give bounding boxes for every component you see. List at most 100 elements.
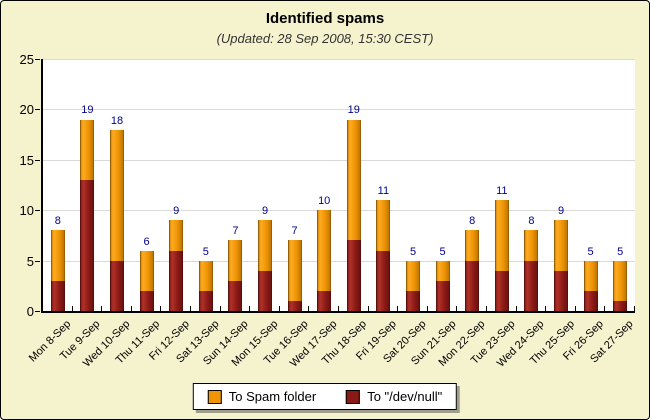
bar-segment-spam-folder bbox=[613, 260, 628, 301]
bar-segment-spam-folder bbox=[583, 260, 598, 291]
bar-segment-spam-folder bbox=[169, 220, 184, 251]
bar-segment-spam-folder bbox=[346, 119, 361, 241]
bar-group bbox=[376, 200, 391, 311]
bar-segment-spam-folder bbox=[554, 220, 568, 271]
bar-segment-devnull bbox=[50, 280, 65, 311]
x-tick bbox=[249, 306, 250, 311]
legend-item: To "/dev/null" bbox=[346, 389, 442, 404]
bar-value-label: 9 bbox=[261, 205, 269, 218]
bar-group bbox=[317, 210, 332, 311]
y-tick bbox=[35, 109, 40, 111]
chart-subtitle: (Updated: 28 Sep 2008, 15:30 CEST) bbox=[216, 31, 434, 46]
bar-group bbox=[80, 119, 95, 311]
x-tick bbox=[160, 306, 161, 311]
bar-group bbox=[613, 260, 628, 311]
bar-segment-devnull bbox=[376, 250, 391, 311]
gridline bbox=[43, 109, 635, 111]
x-tick bbox=[131, 306, 132, 311]
bar-group bbox=[198, 260, 213, 311]
bar-group bbox=[554, 220, 568, 311]
y-tick bbox=[35, 260, 40, 262]
bar-segment-devnull bbox=[228, 280, 243, 311]
y-axis-label: 25 bbox=[19, 52, 34, 67]
bar-value-label: 9 bbox=[173, 205, 180, 218]
bar-segment-spam-folder bbox=[258, 220, 272, 271]
bar-group bbox=[139, 250, 154, 311]
x-tick bbox=[101, 306, 102, 311]
bar-segment-spam-folder bbox=[198, 260, 213, 291]
y-axis-label: 20 bbox=[19, 102, 34, 118]
y-tick bbox=[35, 210, 40, 212]
bar-segment-devnull bbox=[346, 240, 361, 311]
bar-group bbox=[346, 119, 361, 311]
bar-segment-devnull bbox=[524, 260, 539, 311]
legend-swatch-spam-folder bbox=[207, 389, 222, 404]
bar-segment-devnull bbox=[80, 179, 95, 311]
bar-segment-devnull bbox=[435, 280, 450, 311]
x-tick bbox=[604, 306, 605, 311]
bar-segment-devnull bbox=[406, 290, 420, 311]
bar-segment-devnull bbox=[554, 270, 568, 311]
bar-value-label: 11 bbox=[377, 185, 390, 198]
bar-group bbox=[258, 220, 272, 311]
bar-value-label: 7 bbox=[232, 225, 239, 238]
bar-group bbox=[583, 260, 598, 311]
bar-value-label: 18 bbox=[110, 114, 124, 127]
bar-value-label: 5 bbox=[587, 245, 594, 258]
x-tick bbox=[456, 306, 457, 311]
plot-area: 8 19 18 6 9 5 7 9 7 10 19 11 5 5 8 11 8 9 5 5 bbox=[41, 59, 635, 313]
bar-value-label: 5 bbox=[617, 245, 624, 258]
legend-label: To Spam folder bbox=[228, 389, 317, 404]
x-tick bbox=[486, 306, 487, 311]
y-axis-label: 0 bbox=[26, 304, 34, 319]
bar-value-label: 8 bbox=[469, 215, 476, 228]
bar-segment-devnull bbox=[317, 290, 332, 311]
x-tick bbox=[575, 306, 576, 311]
y-tick bbox=[35, 59, 40, 60]
bar-segment-spam-folder bbox=[465, 230, 480, 261]
bar-segment-spam-folder bbox=[376, 200, 391, 251]
bar-group bbox=[169, 220, 184, 311]
gridline bbox=[43, 159, 635, 161]
bar-value-label: 19 bbox=[347, 104, 360, 117]
x-tick bbox=[279, 306, 280, 311]
bar-group bbox=[50, 230, 65, 311]
x-tick bbox=[516, 306, 517, 311]
bar-segment-spam-folder bbox=[228, 240, 243, 281]
bar-segment-devnull bbox=[258, 270, 272, 311]
bar-segment-spam-folder bbox=[50, 230, 65, 281]
bar-group bbox=[465, 230, 480, 311]
bar-value-label: 9 bbox=[557, 205, 565, 218]
legend-label: To "/dev/null" bbox=[367, 389, 443, 404]
bar-segment-spam-folder bbox=[110, 129, 124, 261]
y-axis-label: 5 bbox=[26, 253, 34, 269]
bar-value-label: 19 bbox=[81, 104, 94, 117]
bar-segment-devnull bbox=[465, 260, 480, 311]
legend-swatch-devnull bbox=[346, 389, 361, 404]
y-axis-label: 10 bbox=[19, 203, 34, 219]
bar-segment-spam-folder bbox=[317, 210, 332, 291]
bar-value-label: 5 bbox=[202, 245, 209, 258]
bar-segment-spam-folder bbox=[435, 260, 450, 281]
x-tick bbox=[634, 306, 635, 311]
bar-segment-spam-folder bbox=[524, 230, 539, 261]
bar-segment-spam-folder bbox=[80, 119, 95, 180]
bar-segment-devnull bbox=[110, 260, 124, 311]
x-tick bbox=[190, 306, 191, 311]
bar-segment-devnull bbox=[169, 250, 184, 311]
bar-group bbox=[287, 240, 302, 311]
bar-group bbox=[524, 230, 539, 311]
x-tick bbox=[72, 306, 73, 311]
bar-segment-devnull bbox=[494, 270, 509, 311]
gridline bbox=[43, 260, 635, 262]
y-tick bbox=[35, 159, 40, 161]
bar-segment-devnull bbox=[613, 300, 628, 311]
x-tick bbox=[220, 306, 221, 311]
x-tick bbox=[545, 306, 546, 311]
bar-value-label: 11 bbox=[496, 185, 508, 198]
bar-segment-spam-folder bbox=[139, 250, 154, 291]
bar-value-label: 8 bbox=[54, 215, 61, 228]
bar-group bbox=[494, 200, 509, 311]
bar-value-label: 5 bbox=[439, 245, 446, 258]
bar-value-label: 8 bbox=[528, 215, 535, 228]
